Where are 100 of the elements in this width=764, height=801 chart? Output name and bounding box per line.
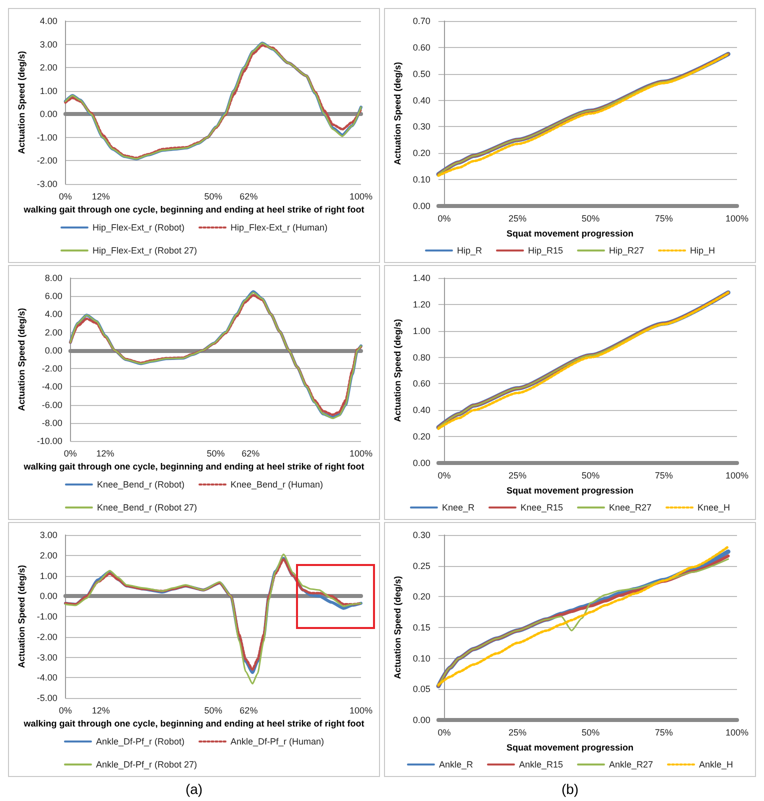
x-tick-label: 0% — [438, 214, 451, 224]
y-tick-label: -8.00 — [42, 418, 62, 428]
y-tick-label: 2.00 — [40, 550, 58, 560]
x-tick-label: 100% — [349, 706, 373, 716]
legend-label: Knee_H — [698, 502, 730, 512]
x-axis-title: Squat movement progression — [506, 742, 634, 752]
y-tick-label: 0.00 — [412, 715, 430, 725]
x-tick-label: 50% — [582, 214, 600, 224]
legend-label: Knee_Bend_r (Robot 27) — [96, 502, 198, 512]
x-tick-label: 0% — [438, 470, 451, 480]
x-tick-label: 25% — [508, 728, 526, 738]
x-tick-label: 50% — [204, 706, 222, 716]
legend-label: Knee_Bend_r (Robot) — [96, 480, 185, 490]
y-tick-label: 0.00 — [412, 201, 430, 211]
y-tick-label: 0.50 — [412, 68, 430, 79]
legend-label: Ankle_R15 — [518, 760, 563, 770]
x-tick-label: 0% — [64, 448, 77, 458]
legend-label: Hip_H — [690, 246, 716, 256]
y-axis-title: Actuation Speed (deg/s) — [392, 62, 402, 166]
y-tick-label: 0.30 — [412, 530, 430, 540]
x-tick-label: 100% — [349, 448, 373, 458]
y-tick-label: 4.00 — [44, 309, 62, 320]
y-tick-label: 0.40 — [412, 405, 430, 416]
y-tick-label: 0.80 — [412, 352, 430, 362]
x-axis-title: Squat movement progression — [506, 228, 634, 238]
y-tick-label: 1.00 — [40, 570, 58, 581]
y-tick-label: 0.10 — [412, 653, 430, 664]
y-tick-label: 0.60 — [412, 42, 430, 52]
y-tick-label: -4.00 — [42, 382, 62, 392]
legend-label: Hip_Flex-Ext_r (Human) — [230, 222, 328, 232]
y-tick-label: 0.10 — [412, 174, 430, 185]
x-tick-label: 0% — [58, 192, 72, 202]
x-tick-label: 75% — [654, 214, 673, 224]
y-tick-label: -10.00 — [36, 436, 62, 446]
x-axis-title: walking gait through one cycle, beginning and ending at heel strike of right foot — [22, 718, 364, 728]
legend-label: Knee_R15 — [520, 502, 564, 512]
y-axis-title: Actuation Speed (deg/s) — [392, 318, 402, 422]
x-tick-label: 50% — [206, 448, 225, 458]
y-tick-label: -2.00 — [36, 156, 58, 166]
y-tick-label: 3.00 — [40, 39, 58, 50]
y-tick-label: 0.20 — [412, 592, 430, 602]
legend-label: Hip_R — [456, 246, 482, 256]
x-axis-title: walking gait through one cycle, beginning and ending at heel strike of right foot — [22, 204, 364, 214]
x-tick-label: 0% — [438, 728, 451, 738]
x-tick-label: 100% — [725, 728, 749, 738]
x-tick-label: 25% — [508, 214, 526, 224]
x-tick-label: 100% — [725, 214, 749, 224]
legend-label: Hip_Flex-Ext_r (Robot 27) — [92, 246, 198, 256]
y-tick-label: 2.00 — [44, 327, 62, 338]
y-tick-label: -3.00 — [36, 179, 58, 189]
y-tick-label: 0.25 — [412, 560, 430, 571]
y-tick-label: -1.00 — [36, 132, 58, 142]
y-tick-label: 3.00 — [40, 530, 58, 540]
y-tick-label: 0.60 — [412, 378, 430, 389]
x-tick-label: 12% — [92, 192, 110, 202]
legend-label: Knee_R — [442, 502, 475, 512]
legend-label: Ankle_Df-Pf_r (Robot 27) — [96, 760, 198, 770]
y-tick-label: 0.20 — [412, 432, 430, 442]
y-tick-label: 0.05 — [412, 684, 430, 694]
x-tick-label: 100% — [349, 192, 373, 202]
x-tick-label: 50% — [582, 728, 600, 738]
x-tick-label: 100% — [725, 470, 749, 480]
y-axis-title: Actuation Speed (deg/s) — [16, 564, 26, 668]
y-tick-label: -6.00 — [42, 400, 62, 410]
x-axis-title: walking gait through one cycle, beginning and ending at heel strike of right foot — [22, 462, 364, 472]
x-tick-label: 75% — [654, 728, 673, 738]
x-tick-label: 62% — [242, 448, 260, 458]
y-tick-label: 0.70 — [412, 16, 430, 26]
text: (a) — [184, 781, 204, 797]
y-tick-label: 0.00 — [40, 109, 58, 120]
legend-label: Hip_R27 — [609, 246, 644, 256]
y-tick-label: 0.30 — [412, 122, 430, 132]
y-axis-title: Actuation Speed (deg/s) — [16, 50, 26, 154]
y-tick-label: 0.00 — [40, 591, 58, 602]
y-tick-label: -2.00 — [42, 364, 62, 374]
y-tick-label: -2.00 — [36, 632, 58, 642]
y-tick-label: 1.00 — [40, 86, 58, 96]
x-axis-title: Squat movement progression — [506, 486, 634, 496]
y-tick-label: 0.15 — [412, 622, 430, 632]
y-tick-label: 0.00 — [412, 458, 430, 468]
legend-label: Ankle_R27 — [609, 760, 654, 770]
x-tick-label: 0% — [58, 706, 72, 716]
legend-label: Knee_Bend_r (Human) — [230, 480, 324, 490]
y-tick-label: 6.00 — [44, 291, 62, 302]
y-tick-label: 0.40 — [412, 95, 430, 106]
y-axis-title: Actuation Speed (deg/s) — [16, 308, 26, 412]
legend-label: Ankle_R — [438, 760, 474, 770]
legend-label: Hip_R15 — [528, 246, 564, 256]
x-tick-label: 75% — [654, 470, 673, 480]
legend-label: Ankle_H — [699, 760, 734, 770]
text: (b) — [560, 781, 580, 797]
y-tick-label: -4.00 — [36, 672, 58, 683]
y-tick-label: 8.00 — [44, 273, 62, 283]
y-tick-label: 1.20 — [412, 299, 430, 310]
x-tick-label: 12% — [92, 706, 110, 716]
legend-label: Hip_Flex-Ext_r (Robot) — [92, 222, 185, 232]
y-tick-label: -5.00 — [36, 693, 58, 703]
y-tick-label: 0.20 — [412, 148, 430, 158]
y-tick-label: 1.40 — [412, 273, 430, 283]
y-axis-title: Actuation Speed (deg/s) — [392, 576, 402, 680]
